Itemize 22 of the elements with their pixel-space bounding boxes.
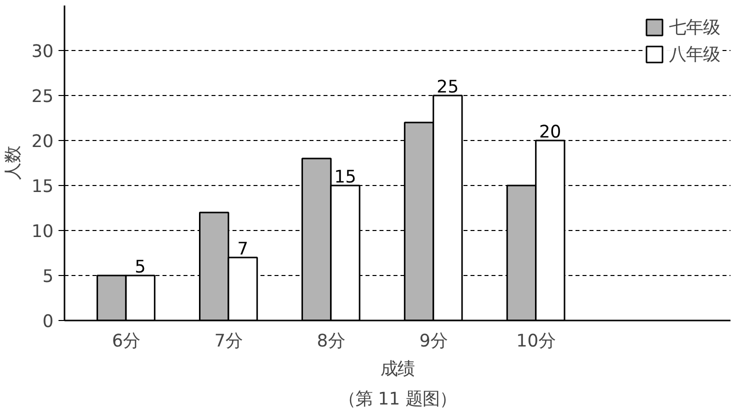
- x-tick-label: 8分: [316, 332, 345, 352]
- y-tick-label: 15: [31, 177, 54, 197]
- y-tick-label: 20: [31, 132, 54, 152]
- x-tick-label: 7分: [214, 332, 242, 352]
- y-tick-label: 25: [31, 87, 54, 107]
- data-label: 15: [334, 168, 356, 188]
- legend-label: 八年级: [669, 44, 720, 66]
- y-tick-label: 30: [31, 42, 54, 62]
- data-label: 7: [237, 240, 248, 260]
- data-label: 5: [134, 258, 146, 278]
- x-tick-label: 9分: [419, 332, 448, 352]
- y-axis-title: 人数: [3, 146, 24, 180]
- data-label: 20: [539, 122, 562, 142]
- text: （第 11 题图）: [338, 390, 457, 410]
- legend-label: 七年级: [669, 17, 720, 39]
- y-tick-label: 5: [42, 267, 54, 287]
- y-tick-label: 10: [31, 222, 54, 242]
- y-tick-label: 0: [42, 312, 54, 332]
- x-axis-title: 成绩: [380, 360, 414, 380]
- data-label: 25: [436, 78, 459, 98]
- x-tick-label: 10分: [516, 332, 556, 352]
- x-tick-label: 6分: [112, 332, 140, 352]
